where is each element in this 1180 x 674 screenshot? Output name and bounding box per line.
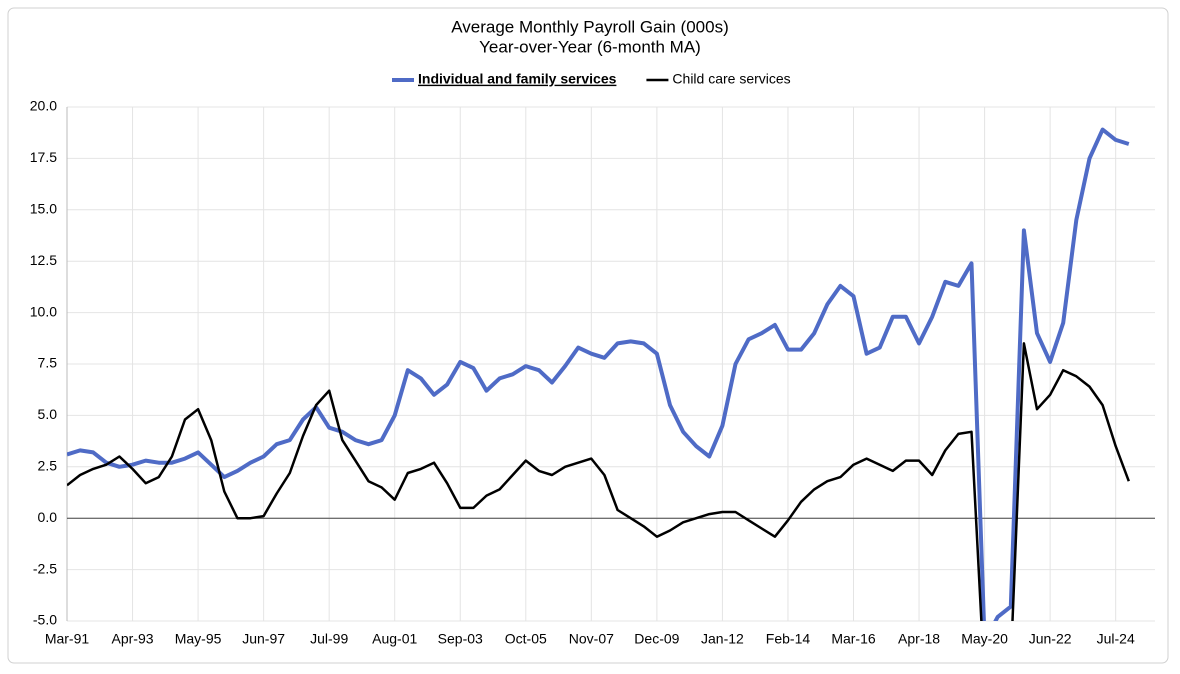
x-tick-label: Apr-18 (898, 631, 940, 647)
chart-border (7, 7, 1169, 664)
x-tick-label: Jun-97 (242, 631, 285, 647)
legend: Individual and family services Child care… (392, 71, 791, 87)
x-tick-label: Jul-24 (1097, 631, 1135, 647)
x-tick-label: Jun-22 (1029, 631, 1072, 647)
y-tick-label: 15.0 (30, 201, 57, 217)
x-tick-label: May-95 (175, 631, 222, 647)
x-tick-label: Dec-09 (634, 631, 679, 647)
y-tick-label: -5.0 (33, 612, 57, 628)
x-tick-label: Jul-99 (310, 631, 348, 647)
x-tick-label: Mar-16 (831, 631, 876, 647)
y-tick-label: 20.0 (30, 98, 57, 114)
plot-area (67, 127, 1130, 621)
y-tick-label: 7.5 (38, 355, 58, 371)
x-tick-label: Feb-14 (766, 631, 811, 647)
y-tick-label: 2.5 (38, 458, 58, 474)
x-tick-label: Mar-91 (45, 631, 90, 647)
series-line (67, 342, 1130, 621)
y-tick-label: 17.5 (30, 149, 57, 165)
x-tick-label: Aug-01 (372, 631, 417, 647)
legend-label: Individual and family services (418, 71, 617, 87)
series-line (67, 127, 1130, 621)
x-tick-label: Sep-03 (438, 631, 483, 647)
chart-subtitle: Year-over-Year (6-month MA) (479, 37, 701, 56)
x-tick-label: Nov-07 (569, 631, 614, 647)
chart-title: Average Monthly Payroll Gain (000s) (451, 17, 729, 36)
x-tick-label: Oct-05 (505, 631, 547, 647)
axis-labels: 20.0 17.5 15.0 12.5 10.0 7.5 5.0 2.5 0.0 -2.5 -5.0… (30, 98, 1135, 647)
y-tick-label: 0.0 (38, 509, 58, 525)
x-tick-label: May-20 (961, 631, 1008, 647)
x-tick-label: Apr-93 (112, 631, 154, 647)
x-tick-label: Jan-12 (701, 631, 744, 647)
y-tick-label: 12.5 (30, 252, 57, 268)
legend-label: Child care services (672, 71, 790, 87)
y-tick-label: 10.0 (30, 303, 57, 319)
y-tick-label: -2.5 (33, 560, 57, 576)
y-tick-label: 5.0 (38, 406, 58, 422)
